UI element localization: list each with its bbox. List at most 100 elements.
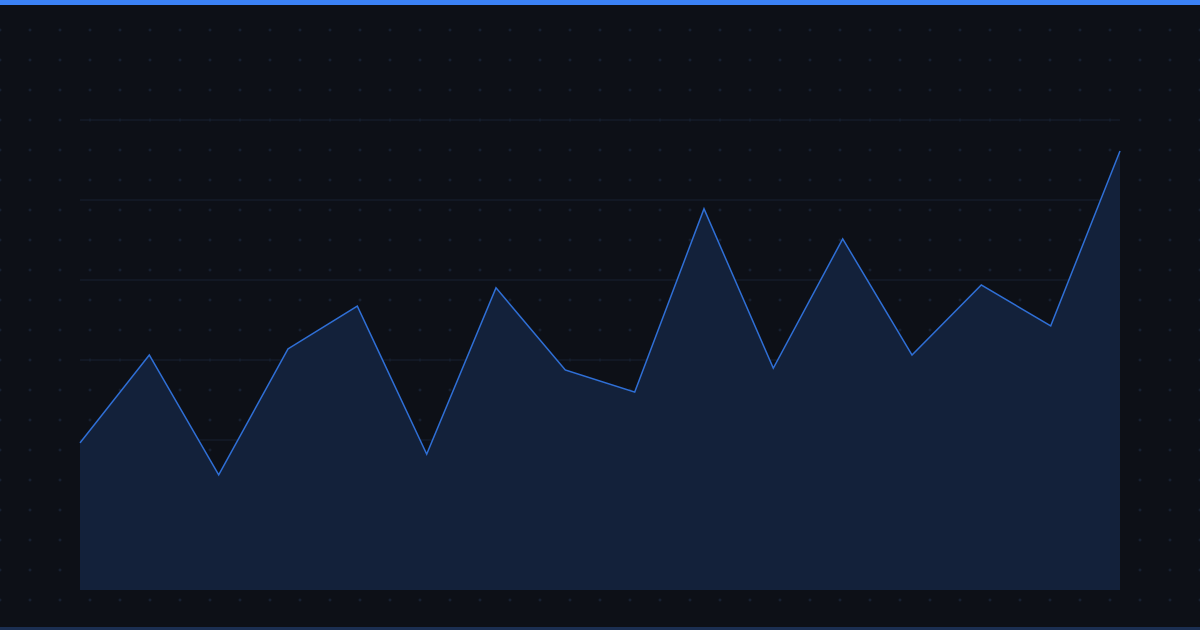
grid-dot [958,28,962,32]
grid-dot [1168,388,1172,392]
grid-dot [1168,478,1172,482]
grid-dot [28,418,32,422]
grid-dot [688,238,692,242]
grid-dot [1048,88,1052,92]
grid-dot [1048,598,1052,602]
grid-dot [478,58,482,62]
grid-dot [178,388,182,392]
grid-dot [58,58,62,62]
grid-dot [328,58,332,62]
grid-dot [838,88,842,92]
grid-dot [1168,178,1172,182]
grid-dot [148,208,152,212]
grid-dot [58,328,62,332]
grid-dot [238,178,242,182]
grid-dot [628,328,632,332]
grid-dot [508,598,512,602]
grid-dot [628,298,632,302]
grid-dot [808,238,812,242]
grid-dot [1198,88,1200,92]
grid-dot [1198,118,1200,122]
grid-dot [1138,268,1142,272]
grid-dot [28,328,32,332]
grid-dot [988,58,992,62]
grid-dot [178,268,182,272]
grid-dot [898,238,902,242]
grid-dot [688,28,692,32]
grid-dot [1168,238,1172,242]
grid-dot [1198,298,1200,302]
grid-dot [958,178,962,182]
grid-dot [928,58,932,62]
grid-dot [88,268,92,272]
grid-dot [508,208,512,212]
grid-dot [58,568,62,572]
grid-dot [1198,58,1200,62]
grid-dot [358,148,362,152]
grid-dot [88,28,92,32]
grid-dot [1108,28,1112,32]
grid-dot [1198,508,1200,512]
grid-dot [568,268,572,272]
grid-dot [208,148,212,152]
grid-dot [538,598,542,602]
grid-dot [418,328,422,332]
grid-dot [718,88,722,92]
grid-dot [658,238,662,242]
grid-dot [508,148,512,152]
grid-dot [208,88,212,92]
grid-dot [88,238,92,242]
grid-dot [28,88,32,92]
grid-dot [328,268,332,272]
grid-dot [178,28,182,32]
grid-dot [658,28,662,32]
grid-dot [868,208,872,212]
grid-dot [58,478,62,482]
grid-dot [28,238,32,242]
grid-dot [718,598,722,602]
grid-dot [1018,268,1022,272]
grid-dot [988,178,992,182]
grid-dot [0,448,2,452]
grid-dot [598,328,602,332]
grid-dot [1048,58,1052,62]
grid-dot [1168,418,1172,422]
grid-dot [778,598,782,602]
grid-dot [898,88,902,92]
grid-dot [868,268,872,272]
grid-dot [268,238,272,242]
grid-dot [88,58,92,62]
grid-dot [388,28,392,32]
grid-dot [418,238,422,242]
grid-dot [238,418,242,422]
grid-dot [1138,388,1142,392]
grid-dot [178,178,182,182]
grid-dot [238,298,242,302]
grid-dot [1078,178,1082,182]
grid-dot [988,28,992,32]
grid-dot [28,58,32,62]
grid-dot [928,598,932,602]
grid-dot [508,88,512,92]
grid-dot [538,208,542,212]
grid-dot [448,178,452,182]
grid-dot [778,238,782,242]
grid-dot [1138,538,1142,542]
grid-dot [28,178,32,182]
grid-dot [178,58,182,62]
grid-dot [0,268,2,272]
grid-dot [118,88,122,92]
grid-dot [358,178,362,182]
grid-dot [598,208,602,212]
grid-dot [208,58,212,62]
grid-dot [58,508,62,512]
grid-dot [748,88,752,92]
grid-dot [448,298,452,302]
grid-dot [298,148,302,152]
grid-dot [658,178,662,182]
grid-dot [238,28,242,32]
grid-dot [598,268,602,272]
grid-dot [748,178,752,182]
grid-dot [388,598,392,602]
grid-dot [0,208,2,212]
